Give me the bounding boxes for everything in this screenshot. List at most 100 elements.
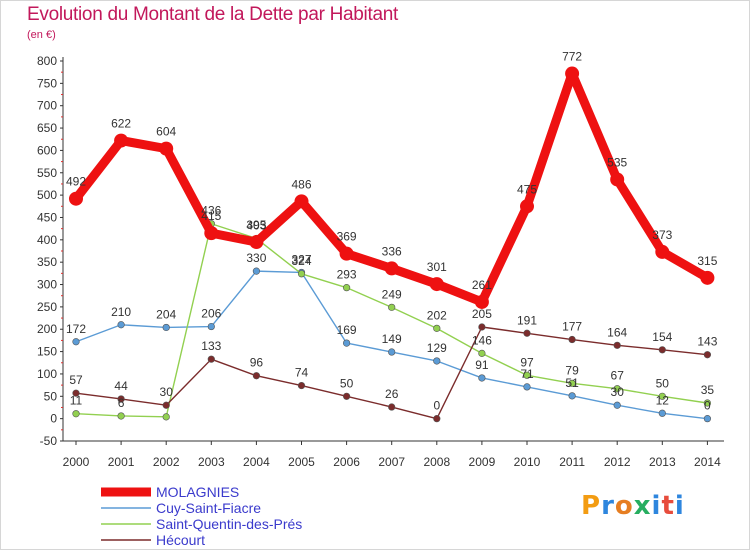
data-point-hecourt	[252, 372, 260, 380]
y-tick-label: 350	[37, 255, 57, 269]
data-label-cuy-saint-fiacre: 204	[156, 307, 176, 321]
data-point-saint-quentin-des-pres	[568, 379, 576, 387]
data-point-molagnies	[249, 235, 264, 250]
data-point-hecourt	[207, 355, 215, 363]
data-point-molagnies	[114, 133, 129, 148]
x-tick-label: 2002	[153, 455, 180, 469]
data-label-saint-quentin-des-pres: 202	[427, 308, 447, 322]
data-label-hecourt: 96	[250, 356, 264, 370]
data-point-cuy-saint-fiacre	[72, 338, 80, 346]
data-point-hecourt	[478, 323, 486, 331]
data-point-cuy-saint-fiacre	[207, 322, 215, 331]
x-tick-label: 2010	[514, 455, 541, 469]
data-label-cuy-saint-fiacre: 327	[291, 252, 311, 266]
data-label-saint-quentin-des-pres: 11	[70, 394, 83, 408]
data-label-molagnies: 772	[562, 50, 582, 64]
data-label-hecourt: 133	[201, 339, 221, 353]
y-tick-label: 300	[37, 278, 57, 292]
logo-letter: r	[601, 491, 615, 521]
y-tick-label: 250	[37, 300, 57, 314]
data-point-cuy-saint-fiacre	[478, 374, 486, 382]
data-label-hecourt: 44	[114, 379, 128, 393]
data-point-hecourt	[703, 351, 712, 359]
data-point-cuy-saint-fiacre	[343, 339, 351, 347]
data-label-saint-quentin-des-pres: 403	[246, 218, 266, 232]
data-point-cuy-saint-fiacre	[703, 415, 712, 423]
data-point-cuy-saint-fiacre	[568, 392, 576, 400]
data-point-molagnies	[655, 244, 670, 259]
data-label-saint-quentin-des-pres: 249	[382, 287, 402, 301]
data-label-hecourt: 30	[160, 385, 174, 399]
data-label-hecourt: 154	[652, 330, 672, 344]
y-tick-label: 100	[37, 367, 57, 381]
y-tick-label: 0	[50, 412, 57, 426]
data-label-molagnies: 395	[246, 218, 266, 232]
y-tick-label: 550	[37, 166, 57, 180]
logo-letter: o	[614, 491, 634, 521]
x-tick-label: 2014	[694, 455, 721, 469]
data-label-cuy-saint-fiacre: 169	[337, 323, 357, 337]
x-tick-label: 2009	[469, 455, 496, 469]
data-label-saint-quentin-des-pres: 79	[565, 363, 579, 377]
y-tick-label: 50	[44, 389, 58, 403]
data-label-molagnies: 492	[66, 175, 86, 189]
data-point-hecourt	[388, 403, 396, 411]
data-label-cuy-saint-fiacre: 149	[382, 332, 402, 346]
y-tick-label: 700	[37, 99, 57, 113]
data-point-hecourt	[162, 401, 170, 409]
x-tick-label: 2011	[559, 455, 585, 469]
data-label-saint-quentin-des-pres: 50	[656, 376, 670, 390]
data-label-cuy-saint-fiacre: 330	[246, 251, 266, 265]
data-label-cuy-saint-fiacre: 129	[427, 341, 447, 355]
data-point-cuy-saint-fiacre	[252, 267, 260, 275]
data-point-saint-quentin-des-pres	[162, 413, 170, 421]
data-point-molagnies	[204, 226, 219, 241]
data-label-molagnies: 486	[291, 177, 311, 191]
x-tick-label: 2000	[63, 455, 90, 469]
data-point-molagnies	[474, 294, 489, 309]
proxiti-logo: Proxiti	[581, 491, 685, 521]
logo-letter: P	[581, 491, 602, 521]
data-point-molagnies	[429, 277, 444, 292]
data-point-hecourt	[568, 335, 576, 344]
data-point-molagnies	[520, 199, 534, 214]
data-label-cuy-saint-fiacre: 71	[520, 367, 534, 381]
x-tick-label: 2007	[378, 455, 405, 469]
data-label-molagnies: 301	[427, 260, 447, 274]
x-tick-label: 2001	[108, 455, 135, 469]
data-point-saint-quentin-des-pres	[117, 412, 125, 420]
data-label-cuy-saint-fiacre: 30	[611, 385, 625, 399]
x-tick-label: 2006	[333, 455, 360, 469]
logo-letter: i	[651, 491, 662, 521]
data-label-hecourt: 57	[69, 373, 83, 387]
x-tick-label: 2005	[288, 455, 315, 469]
legend-label-saint-quentin-des-pres: Saint-Quentin-des-Prés	[156, 516, 302, 532]
y-tick-label: 650	[37, 121, 57, 135]
y-tick-label: 600	[37, 143, 57, 157]
data-point-molagnies	[700, 270, 715, 285]
data-point-cuy-saint-fiacre	[388, 348, 396, 356]
data-point-saint-quentin-des-pres	[613, 385, 621, 393]
x-tick-label: 2004	[243, 455, 270, 469]
data-point-saint-quentin-des-pres	[523, 371, 531, 379]
data-label-hecourt: 191	[517, 313, 537, 327]
data-point-saint-quentin-des-pres	[72, 410, 80, 418]
data-point-hecourt	[523, 329, 531, 337]
data-point-molagnies	[384, 261, 399, 276]
data-point-hecourt	[343, 392, 351, 400]
data-point-saint-quentin-des-pres	[703, 399, 712, 407]
logo-letter: t	[661, 491, 675, 521]
data-point-saint-quentin-des-pres	[478, 349, 486, 357]
x-tick-label: 2003	[198, 455, 225, 469]
data-point-saint-quentin-des-pres	[343, 284, 351, 292]
chart-title: Evolution du Montant de la Dette par Hab…	[27, 4, 398, 25]
data-label-cuy-saint-fiacre: 206	[201, 307, 221, 321]
data-point-hecourt	[658, 346, 666, 354]
data-point-molagnies	[610, 172, 625, 187]
data-point-cuy-saint-fiacre	[613, 401, 621, 409]
data-point-molagnies	[339, 246, 354, 261]
data-point-cuy-saint-fiacre	[162, 323, 170, 332]
data-point-cuy-saint-fiacre	[117, 321, 125, 329]
legend-label-cuy-saint-fiacre: Cuy-Saint-Fiacre	[156, 500, 261, 516]
